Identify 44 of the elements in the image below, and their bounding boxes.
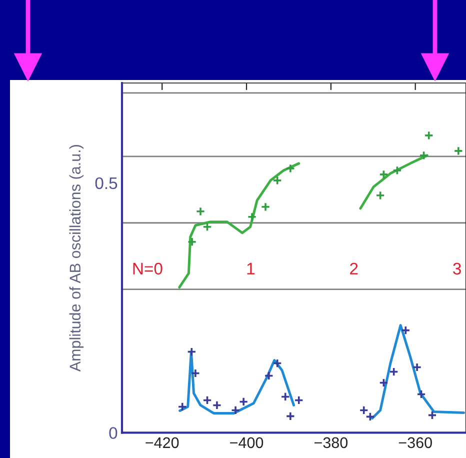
point bbox=[202, 396, 212, 405]
point bbox=[365, 412, 375, 422]
point bbox=[212, 400, 222, 410]
y-axis-title: Amplitude of AB oscillations (a.u.) bbox=[69, 145, 84, 372]
point bbox=[454, 146, 464, 156]
point bbox=[416, 390, 426, 399]
point bbox=[392, 166, 402, 176]
point bbox=[264, 371, 274, 380]
point bbox=[378, 378, 388, 388]
annotation: N=0 bbox=[133, 262, 162, 275]
point bbox=[378, 170, 388, 180]
point bbox=[178, 402, 188, 412]
point bbox=[280, 392, 290, 402]
point bbox=[247, 212, 257, 222]
annotation: 3 bbox=[453, 262, 461, 275]
point bbox=[286, 412, 296, 421]
point bbox=[186, 347, 196, 356]
x-tick-label: −380 bbox=[314, 437, 348, 448]
point bbox=[190, 368, 200, 378]
point bbox=[202, 222, 212, 232]
point bbox=[286, 164, 296, 174]
point bbox=[424, 130, 434, 140]
point bbox=[294, 396, 304, 405]
point bbox=[419, 150, 428, 160]
point bbox=[230, 406, 240, 415]
point bbox=[428, 410, 437, 420]
point bbox=[187, 237, 197, 247]
point bbox=[400, 326, 410, 335]
annotation: 2 bbox=[350, 262, 358, 274]
point bbox=[238, 397, 248, 406]
x-tick-label: −400 bbox=[230, 437, 264, 448]
point bbox=[260, 202, 270, 212]
point bbox=[196, 206, 206, 216]
x-tick-label: −420 bbox=[146, 437, 179, 448]
point bbox=[359, 406, 369, 415]
point bbox=[272, 176, 282, 186]
point bbox=[376, 190, 386, 200]
x-tick-label: −360 bbox=[398, 437, 432, 448]
point bbox=[389, 367, 399, 376]
y-tick-label: 0.5 bbox=[95, 177, 118, 190]
y-tick-label: 0 bbox=[109, 427, 118, 439]
annotation: 1 bbox=[247, 262, 254, 274]
point bbox=[272, 358, 282, 368]
point bbox=[412, 362, 422, 372]
